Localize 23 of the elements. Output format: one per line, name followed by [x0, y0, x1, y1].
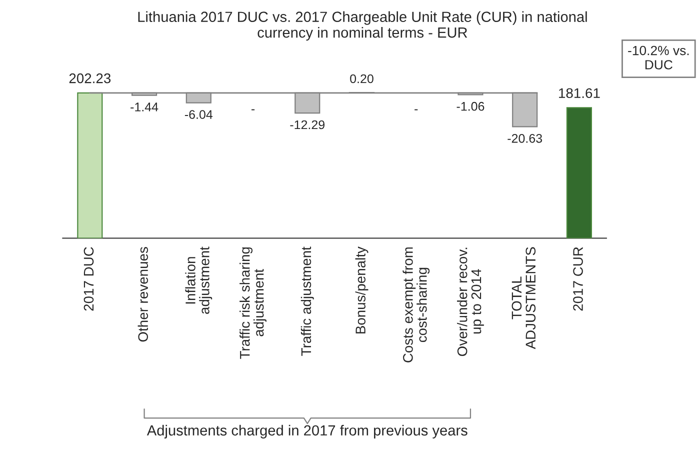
data-label: 202.23	[69, 73, 111, 84]
x-tick-label: Traffic risk sharing adjustment	[240, 247, 266, 359]
x-tick-label: 2017 DUC	[84, 247, 94, 311]
x-tick-label: Inflation adjustment	[185, 246, 212, 314]
x-tick-label: 2017 CUR	[573, 247, 583, 311]
x-tick-label: Costs exempt from cost-sharing	[402, 247, 430, 362]
chart-title: Lithuania 2017 DUC vs. 2017 Chargeable Unit Rate (CUR) in national currency in nominal terms - EUR	[138, 11, 587, 41]
x-tick-label: Bonus/penalty	[355, 246, 368, 334]
data-label: 181.61	[559, 88, 600, 98]
text: Adjustments charged in 2017 from previous years	[146, 424, 468, 438]
text: -	[251, 109, 255, 110]
data-label: 0.20	[350, 74, 374, 84]
x-tick-label: Over/under recov. up to 2014	[457, 248, 484, 356]
text: -	[414, 109, 418, 110]
data-label: -6.04	[184, 110, 213, 119]
text: -10.2% vs. DUC	[628, 46, 689, 70]
data-label: -20.63	[508, 134, 542, 143]
data-label: -12.29	[290, 120, 325, 130]
data-label: -1.06	[456, 102, 484, 111]
x-tick-label: Traffic adjustment	[300, 246, 314, 356]
x-tick-label: TOTAL ADJUSTMENTS	[512, 247, 536, 350]
data-label: -1.44	[130, 102, 158, 112]
x-tick-label: Other revenues	[138, 247, 148, 342]
